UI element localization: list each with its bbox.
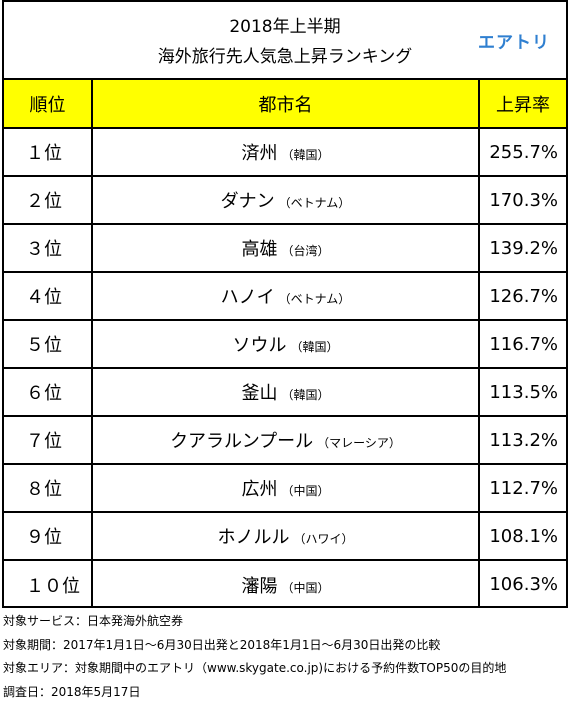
rank-cell: ６位 [4, 367, 93, 417]
rate-cell: 108.1% [478, 511, 566, 561]
city-cell: ホノルル （ハワイ） [91, 511, 480, 561]
table-header-row: 順位 都市名 上昇率 [4, 80, 566, 129]
table-row: １位 済州 （韓国） 255.7% [4, 127, 566, 177]
rate-cell: 116.7% [478, 319, 566, 369]
country-name: （中国） [281, 484, 330, 498]
rate-cell: 126.7% [478, 271, 566, 321]
note-area: 対象エリア：対象期間中のエアトリ（www.skygate.co.jp)における予… [3, 661, 507, 675]
table-row: ７位 クアラルンプール （マレーシア） 113.2% [4, 415, 566, 465]
title-line-2: 海外旅行先人気急上昇ランキング [157, 47, 413, 67]
city-cell: 瀋陽 （中国） [91, 559, 480, 608]
footnotes: 対象サービス：日本発海外航空券 対象期間：2017年1月1日～6月30日出発と2… [3, 610, 506, 704]
country-name: （台湾） [281, 244, 330, 258]
city-cell: 高雄 （台湾） [91, 223, 480, 273]
table-row: ３位 高雄 （台湾） 139.2% [4, 223, 566, 273]
city-name: ハノイ [220, 287, 275, 308]
rank-cell: １位 [4, 127, 93, 177]
city-name: ダナン [220, 191, 275, 212]
city-cell: ダナン （ベトナム） [91, 175, 480, 225]
country-name: （マレーシア） [317, 436, 401, 450]
table-row: ６位 釜山 （韓国） 113.5% [4, 367, 566, 417]
ranking-frame: 2018年上半期 海外旅行先人気急上昇ランキング エアトリ 順位 都市名 上昇率… [2, 0, 568, 608]
column-header-rank: 順位 [4, 80, 93, 129]
city-cell: 釜山 （韓国） [91, 367, 480, 417]
city-name: クアラルンプール [170, 431, 314, 452]
city-cell: ソウル （韓国） [91, 319, 480, 369]
note-period: 対象期間：2017年1月1日～6月30日出発と2018年1月1日～6月30日出発… [3, 637, 441, 652]
column-header-city: 都市名 [91, 80, 480, 129]
rate-cell: 112.7% [478, 463, 566, 513]
title-line-1: 2018年上半期 [229, 17, 341, 37]
rank-cell: ３位 [4, 223, 93, 273]
country-name: （ベトナム） [278, 292, 351, 306]
column-header-rate: 上昇率 [478, 80, 566, 129]
rate-cell: 113.5% [478, 367, 566, 417]
country-name: （韓国） [290, 340, 339, 354]
table-row: ８位 広州 （中国） 112.7% [4, 463, 566, 513]
table-row: １０位 瀋陽 （中国） 106.3% [4, 559, 566, 608]
country-name: （中国） [281, 580, 330, 595]
rank-cell: １０位 [4, 559, 93, 608]
rank-cell: ７位 [4, 415, 93, 465]
note-survey-date: 調査日：2018年5月17日 [3, 684, 141, 699]
rank-cell: ８位 [4, 463, 93, 513]
rate-cell: 139.2% [478, 223, 566, 273]
city-name: 高雄 [241, 239, 278, 260]
title-block: 2018年上半期 海外旅行先人気急上昇ランキング エアトリ [4, 2, 566, 80]
rate-cell: 170.3% [478, 175, 566, 225]
rank-cell: ２位 [4, 175, 93, 225]
city-cell: クアラルンプール （マレーシア） [91, 415, 480, 465]
rate-cell: 106.3% [478, 559, 566, 608]
note-service: 対象サービス：日本発海外航空券 [3, 614, 184, 628]
table-row: ４位 ハノイ （ベトナム） 126.7% [4, 271, 566, 321]
table-row: ９位 ホノルル （ハワイ） 108.1% [4, 511, 566, 561]
country-name: （ベトナム） [278, 196, 351, 210]
city-name: 済州 [241, 143, 278, 164]
city-name: 広州 [241, 479, 278, 500]
city-cell: ハノイ （ベトナム） [91, 271, 480, 321]
city-cell: 広州 （中国） [91, 463, 480, 513]
ranking-table: 順位 都市名 上昇率 １位 済州 （韓国） 255.7% ２位 ダナン （ベトナム） 170.… [4, 80, 566, 608]
rank-cell: ９位 [4, 511, 93, 561]
brand-logo: エアトリ [478, 33, 550, 53]
rate-cell: 113.2% [478, 415, 566, 465]
rate-cell: 255.7% [478, 127, 566, 177]
city-cell: 済州 （韓国） [91, 127, 480, 177]
table-row: ５位 ソウル （韓国） 116.7% [4, 319, 566, 369]
country-name: （韓国） [281, 148, 330, 162]
table-row: ２位 ダナン （ベトナム） 170.3% [4, 175, 566, 225]
country-name: （ハワイ） [293, 532, 354, 546]
city-name: 瀋陽 [241, 575, 278, 597]
country-name: （韓国） [281, 388, 330, 402]
city-name: 釜山 [241, 383, 278, 404]
city-name: ソウル [232, 335, 287, 356]
rank-cell: ４位 [4, 271, 93, 321]
rank-cell: ５位 [4, 319, 93, 369]
city-name: ホノルル [217, 527, 290, 548]
